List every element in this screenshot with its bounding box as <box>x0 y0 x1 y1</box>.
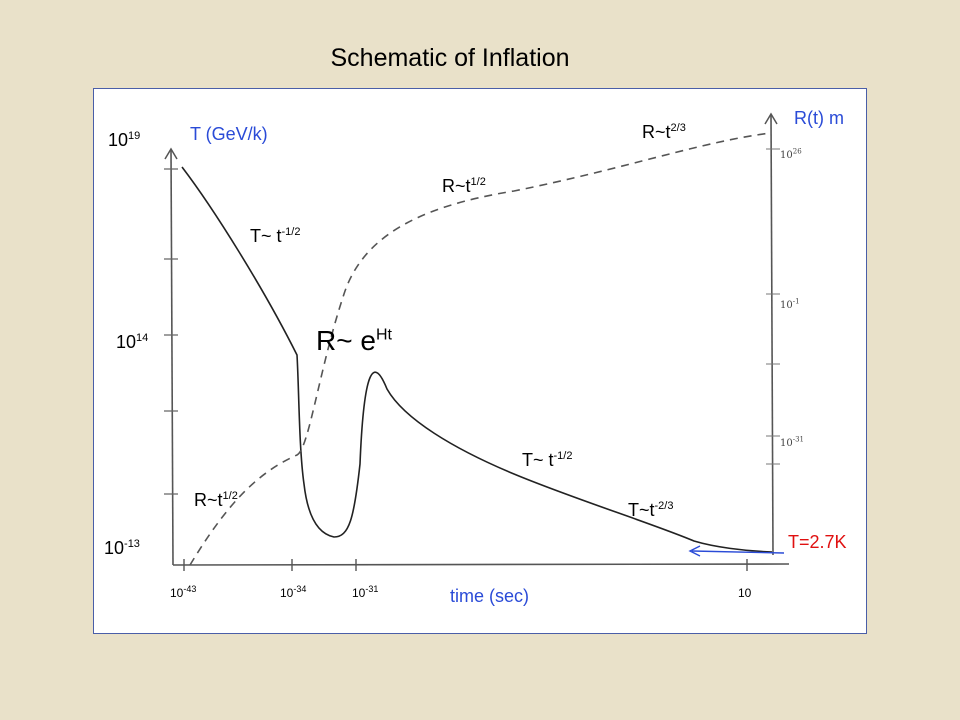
x-tick-label: 10-34 <box>280 584 307 600</box>
right-axis-arrow <box>764 112 778 125</box>
right-tick-label: 10-31 <box>780 435 805 449</box>
right-axis <box>770 113 774 556</box>
today-arrowhead <box>688 545 701 557</box>
annotation-inflation: R~ eHt <box>316 325 392 356</box>
annotation-t-mid: T~ t-1/2 <box>522 450 573 470</box>
annotation-t-late: T~t-2/3 <box>628 500 674 520</box>
chart-title: Schematic of Inflation <box>330 44 570 72</box>
left-axis-arrow <box>164 147 178 160</box>
x-tick-label: 10 <box>738 586 752 600</box>
left-axis <box>170 148 174 566</box>
today-arrow <box>691 550 785 554</box>
annotation-t-now: T=2.7K <box>788 532 847 552</box>
x-tick-label: 10-31 <box>352 584 379 600</box>
annotation-t-early: T~ t-1/2 <box>250 226 301 246</box>
left-tick-label: 1019 <box>108 130 141 150</box>
chart-panel: T (GeV/k) R(t) m time (sec) 1019 1014 10… <box>93 88 867 634</box>
left-tick-label: 10-13 <box>104 538 140 558</box>
scale-factor-curve <box>189 132 772 566</box>
chart-plot <box>164 112 790 571</box>
x-axis <box>172 563 790 566</box>
left-axis-label: T (GeV/k) <box>190 124 268 144</box>
right-tick-label: 1026 <box>780 147 802 161</box>
right-tick-label: 10-1 <box>780 297 800 311</box>
x-tick-label: 10-43 <box>170 584 197 600</box>
annotation-r-early: R~t1/2 <box>194 490 238 510</box>
temperature-curve <box>181 166 773 553</box>
annotation-r-mid: R~t1/2 <box>442 176 486 196</box>
left-tick-label: 1014 <box>116 332 149 352</box>
right-axis-label: R(t) m <box>794 108 844 128</box>
annotation-r-late: R~t2/3 <box>642 122 686 142</box>
x-axis-label: time (sec) <box>450 586 530 606</box>
